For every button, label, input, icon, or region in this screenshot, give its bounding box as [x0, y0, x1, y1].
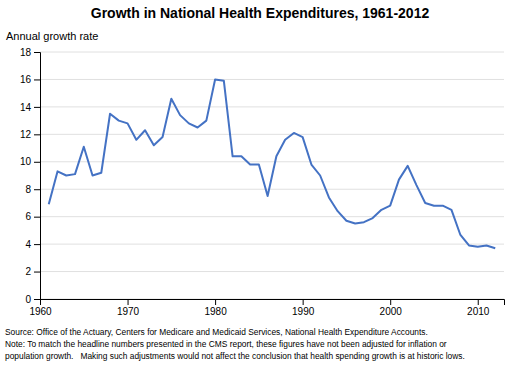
tick: 12	[20, 129, 40, 140]
grid-line	[40, 52, 504, 53]
tick: 8	[25, 184, 40, 195]
tick-label: 1960	[29, 306, 52, 317]
tick: 1990	[292, 299, 315, 317]
grid-line	[40, 134, 504, 135]
grid-line	[40, 189, 504, 190]
y-grid	[40, 52, 504, 299]
tick: 2010	[467, 299, 490, 317]
title: Growth in National Health Expenditures, …	[91, 5, 430, 21]
tick-mark	[478, 299, 479, 305]
annotation: Source: Office of the Actuary, Centers f…	[5, 327, 428, 337]
tick-label: 2	[25, 266, 31, 277]
grid-line	[40, 161, 504, 162]
tick-mark	[34, 217, 40, 218]
tick-label: 6	[25, 211, 31, 222]
tick-mark	[34, 79, 40, 80]
plot-area: 1960 1970 1980 1990 2000 2010 0 2 4 6 8 10 12 14 16 18	[20, 47, 505, 317]
tick-mark	[34, 189, 40, 190]
tick-mark	[215, 299, 216, 305]
grid-line	[40, 271, 504, 272]
axis-line	[41, 300, 505, 306]
tick: 2000	[380, 299, 403, 317]
marks	[49, 79, 495, 248]
tick: 10	[20, 156, 40, 167]
tick-label: 1970	[117, 306, 140, 317]
tick: 0	[25, 294, 40, 305]
data-line	[49, 79, 495, 248]
x-axis: 1960 1970 1980 1990 2000 2010	[29, 299, 504, 317]
tick-label: 10	[20, 156, 32, 167]
tick: 1960	[29, 299, 52, 317]
tick-label: 14	[20, 102, 32, 113]
tick-label: 18	[20, 47, 32, 58]
tick-mark	[34, 52, 40, 53]
tick: 6	[25, 211, 40, 222]
tick: 18	[20, 47, 40, 58]
tick-mark	[34, 299, 40, 300]
tick-label: 1990	[292, 306, 315, 317]
y-axis-label: Annual growth rate	[6, 30, 98, 42]
annotation: Note: To match the headline numbers pres…	[5, 339, 447, 349]
tick-label: 2010	[467, 306, 490, 317]
tick-mark	[303, 299, 304, 305]
tick-label: 4	[25, 239, 31, 250]
tick-mark	[34, 134, 40, 135]
chart-svg: Growth in National Health Expenditures, …	[0, 0, 520, 377]
tick-mark	[390, 299, 391, 305]
tick-mark	[34, 107, 40, 108]
grid-line	[40, 79, 504, 80]
tick: 4	[25, 239, 40, 250]
notes: Source: Office of the Actuary, Centers f…	[5, 327, 465, 361]
tick: 16	[20, 74, 40, 85]
tick: 1980	[204, 299, 227, 317]
tick: 1970	[117, 299, 140, 317]
tick-label: 1980	[204, 306, 227, 317]
tick-label: 0	[25, 294, 31, 305]
chart-container: Growth in National Health Expenditures, …	[0, 0, 520, 377]
axis-line	[34, 53, 41, 300]
tick: 14	[20, 102, 40, 113]
tick-label: 12	[20, 129, 32, 140]
grid-line	[40, 216, 504, 217]
grid-line	[40, 244, 504, 245]
y-axis: 0 2 4 6 8 10 12 14 16 18	[20, 47, 41, 305]
tick-label: 16	[20, 74, 32, 85]
tick-mark	[34, 272, 40, 273]
tick: 2	[25, 266, 40, 277]
grid-line	[40, 106, 504, 107]
tick-label: 8	[25, 184, 31, 195]
tick-mark	[34, 162, 40, 163]
tick-mark	[128, 299, 129, 305]
annotation: population growth. Making such adjustmen…	[5, 351, 465, 361]
tick-mark	[34, 244, 40, 245]
tick-label: 2000	[380, 306, 403, 317]
